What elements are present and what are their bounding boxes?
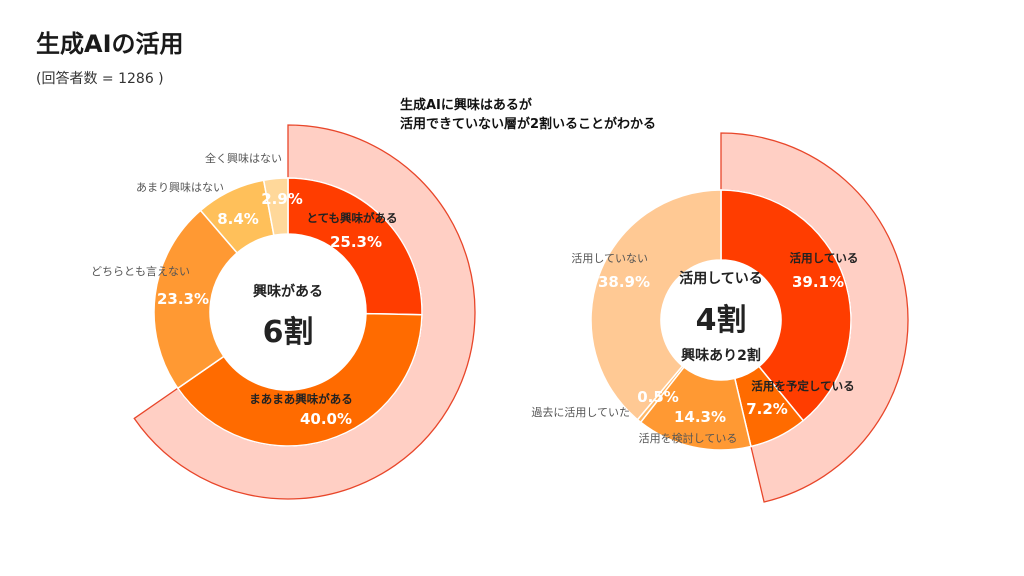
slice-5 xyxy=(262,177,289,237)
callout-line-2: 活用できていない層が2割いることがわかる xyxy=(400,117,657,132)
data-label: 25.3% xyxy=(330,233,382,251)
slice-name-label: とても興味がある xyxy=(306,211,397,225)
donut-chart-2: 活用している 39.1% 活用を予定している 7.2% 活用を検討している 14.3% 過去… xyxy=(531,132,909,503)
donut-chart-1: とても興味がある 25.3% まあまあ興味がある 40.0% どちらとも言えない 23.3… xyxy=(91,124,476,500)
center-label-top: 活用している xyxy=(679,270,763,287)
center-label-top: 興味がある xyxy=(253,283,323,300)
data-label: 8.4% xyxy=(217,210,259,228)
page-title: 生成AIの活用 xyxy=(36,30,184,58)
data-label: 0.5% xyxy=(637,388,679,406)
slice-3 xyxy=(153,209,239,390)
category-label: 全く興味はない xyxy=(205,151,282,165)
center-label-big: 6割 xyxy=(263,315,314,350)
center-label-bottom: 興味あり2割 xyxy=(681,347,761,364)
slice-5 xyxy=(590,189,722,421)
slice-name-label: 活用を予定している xyxy=(751,379,854,393)
data-label: 40.0% xyxy=(300,410,352,428)
data-label: 7.2% xyxy=(746,400,788,418)
slice-name-label: まあまあ興味がある xyxy=(249,392,353,406)
data-label: 2.9% xyxy=(261,190,303,208)
data-label: 23.3% xyxy=(157,290,209,308)
data-label: 14.3% xyxy=(674,408,726,426)
callout-line-1: 生成AIに興味はあるが xyxy=(400,98,532,113)
slice-1 xyxy=(720,189,852,422)
slice-name-label: 活用している xyxy=(790,251,859,265)
slice-1 xyxy=(287,177,423,316)
category-label: 活用を検討している xyxy=(639,431,738,445)
category-label: あまり興味はない xyxy=(136,181,224,194)
category-label: 活用していない xyxy=(571,252,648,265)
callout-text: 生成AIに興味はあるが 活用できていない層が2割いることがわかる xyxy=(400,96,656,134)
slice-2 xyxy=(176,312,423,447)
center-label-big: 4割 xyxy=(696,303,747,338)
data-label: 39.1% xyxy=(792,273,844,291)
respondent-count: (回答者数 = 1286 ) xyxy=(36,71,164,87)
data-label: 38.9% xyxy=(598,273,650,291)
category-label: どちらとも言えない xyxy=(91,265,190,278)
category-label: 過去に活用していた xyxy=(531,406,630,419)
